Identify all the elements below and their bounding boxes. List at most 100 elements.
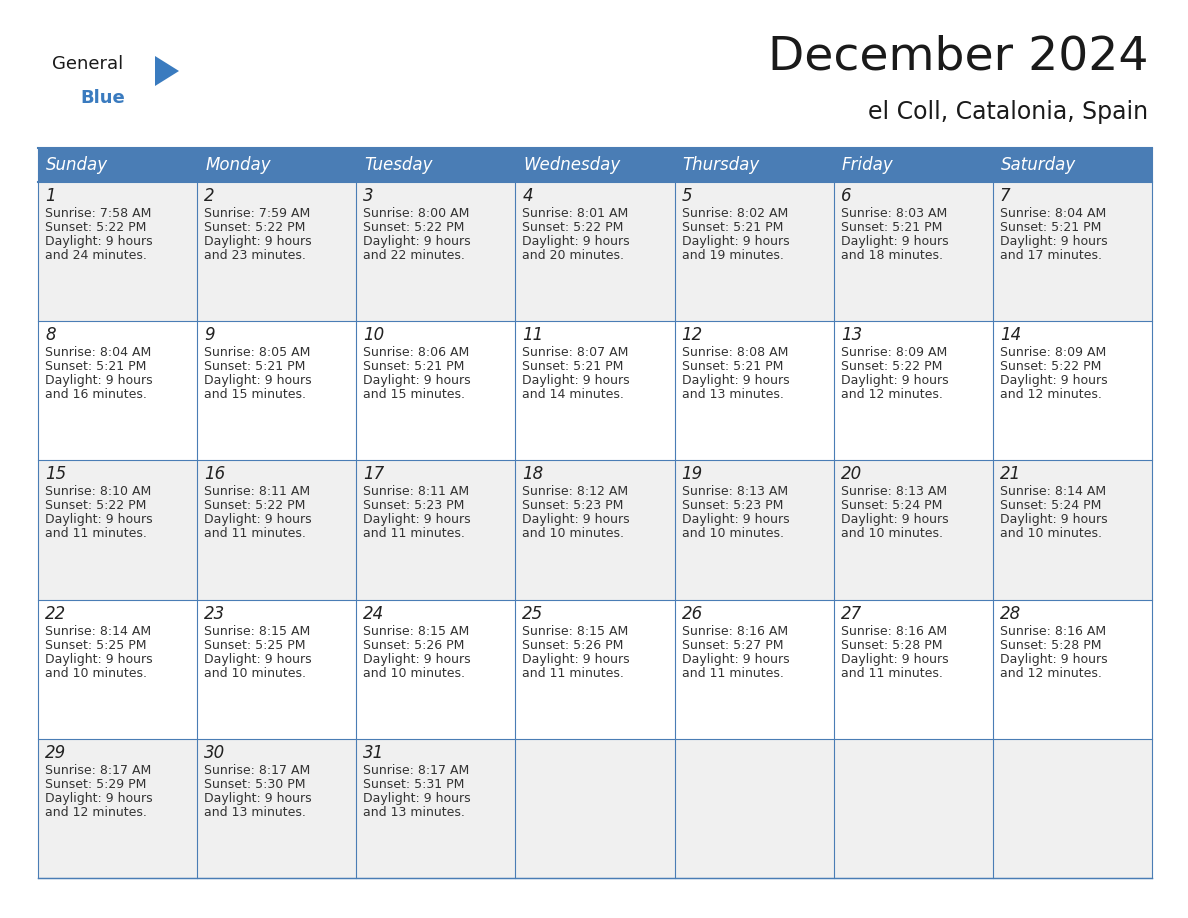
Text: 19: 19 — [682, 465, 703, 484]
Text: Sunset: 5:26 PM: Sunset: 5:26 PM — [364, 639, 465, 652]
Text: and 15 minutes.: and 15 minutes. — [204, 388, 307, 401]
Text: Sunset: 5:22 PM: Sunset: 5:22 PM — [523, 221, 624, 234]
Text: Daylight: 9 hours: Daylight: 9 hours — [45, 653, 152, 666]
Text: and 10 minutes.: and 10 minutes. — [364, 666, 466, 679]
Bar — [516, 148, 675, 182]
Text: Sunset: 5:21 PM: Sunset: 5:21 PM — [204, 360, 305, 374]
Text: 4: 4 — [523, 187, 533, 205]
Text: Sunset: 5:24 PM: Sunset: 5:24 PM — [841, 499, 942, 512]
Text: 16: 16 — [204, 465, 226, 484]
Text: Daylight: 9 hours: Daylight: 9 hours — [1000, 513, 1107, 526]
Text: Sunset: 5:25 PM: Sunset: 5:25 PM — [45, 639, 146, 652]
Text: and 10 minutes.: and 10 minutes. — [841, 528, 943, 541]
Text: Sunrise: 8:14 AM: Sunrise: 8:14 AM — [1000, 486, 1106, 498]
Text: 26: 26 — [682, 605, 703, 622]
Bar — [38, 599, 1152, 739]
Text: Blue: Blue — [80, 89, 125, 107]
Text: Sunrise: 8:11 AM: Sunrise: 8:11 AM — [204, 486, 310, 498]
Text: Sunrise: 8:08 AM: Sunrise: 8:08 AM — [682, 346, 788, 359]
Text: Sunrise: 8:15 AM: Sunrise: 8:15 AM — [523, 624, 628, 638]
Text: and 11 minutes.: and 11 minutes. — [364, 528, 466, 541]
Text: Sunset: 5:21 PM: Sunset: 5:21 PM — [1000, 221, 1101, 234]
Text: Sunrise: 8:04 AM: Sunrise: 8:04 AM — [45, 346, 151, 359]
Text: Sunset: 5:21 PM: Sunset: 5:21 PM — [523, 360, 624, 374]
Text: and 10 minutes.: and 10 minutes. — [204, 666, 307, 679]
Text: Sunset: 5:26 PM: Sunset: 5:26 PM — [523, 639, 624, 652]
Text: Sunrise: 8:16 AM: Sunrise: 8:16 AM — [1000, 624, 1106, 638]
Text: 22: 22 — [45, 605, 67, 622]
Text: Thursday: Thursday — [683, 156, 760, 174]
Text: 7: 7 — [1000, 187, 1011, 205]
Text: 25: 25 — [523, 605, 544, 622]
Text: Sunrise: 8:07 AM: Sunrise: 8:07 AM — [523, 346, 628, 359]
Text: Daylight: 9 hours: Daylight: 9 hours — [523, 513, 630, 526]
Text: Daylight: 9 hours: Daylight: 9 hours — [204, 792, 311, 805]
Text: and 11 minutes.: and 11 minutes. — [45, 528, 147, 541]
Text: Sunrise: 8:04 AM: Sunrise: 8:04 AM — [1000, 207, 1106, 220]
Text: 3: 3 — [364, 187, 374, 205]
Bar — [38, 148, 197, 182]
Text: Sunrise: 8:16 AM: Sunrise: 8:16 AM — [682, 624, 788, 638]
Text: 6: 6 — [841, 187, 852, 205]
Text: Sunset: 5:22 PM: Sunset: 5:22 PM — [204, 221, 305, 234]
Text: 15: 15 — [45, 465, 67, 484]
Bar — [38, 182, 1152, 321]
Text: Daylight: 9 hours: Daylight: 9 hours — [45, 235, 152, 248]
Text: Sunset: 5:21 PM: Sunset: 5:21 PM — [364, 360, 465, 374]
Text: Sunrise: 8:17 AM: Sunrise: 8:17 AM — [45, 764, 151, 777]
Text: 20: 20 — [841, 465, 862, 484]
Text: and 16 minutes.: and 16 minutes. — [45, 388, 147, 401]
Text: 28: 28 — [1000, 605, 1022, 622]
Bar — [38, 461, 1152, 599]
Text: 5: 5 — [682, 187, 693, 205]
Text: Sunday: Sunday — [46, 156, 108, 174]
Text: Daylight: 9 hours: Daylight: 9 hours — [364, 653, 470, 666]
Text: el Coll, Catalonia, Spain: el Coll, Catalonia, Spain — [868, 100, 1148, 124]
Text: Daylight: 9 hours: Daylight: 9 hours — [45, 375, 152, 387]
Text: Sunrise: 8:01 AM: Sunrise: 8:01 AM — [523, 207, 628, 220]
Text: Sunrise: 7:58 AM: Sunrise: 7:58 AM — [45, 207, 151, 220]
Text: Sunset: 5:22 PM: Sunset: 5:22 PM — [841, 360, 942, 374]
Text: Daylight: 9 hours: Daylight: 9 hours — [204, 235, 311, 248]
Text: Sunrise: 8:05 AM: Sunrise: 8:05 AM — [204, 346, 310, 359]
Text: 18: 18 — [523, 465, 544, 484]
Text: Daylight: 9 hours: Daylight: 9 hours — [523, 375, 630, 387]
Text: Daylight: 9 hours: Daylight: 9 hours — [364, 792, 470, 805]
Text: and 19 minutes.: and 19 minutes. — [682, 249, 783, 262]
Text: Daylight: 9 hours: Daylight: 9 hours — [364, 375, 470, 387]
Text: Sunrise: 8:16 AM: Sunrise: 8:16 AM — [841, 624, 947, 638]
Text: and 10 minutes.: and 10 minutes. — [1000, 528, 1101, 541]
Text: and 13 minutes.: and 13 minutes. — [364, 806, 466, 819]
Text: Sunrise: 8:02 AM: Sunrise: 8:02 AM — [682, 207, 788, 220]
Text: Daylight: 9 hours: Daylight: 9 hours — [1000, 375, 1107, 387]
Text: and 11 minutes.: and 11 minutes. — [204, 528, 307, 541]
Text: Daylight: 9 hours: Daylight: 9 hours — [1000, 653, 1107, 666]
Text: 31: 31 — [364, 744, 385, 762]
Text: 13: 13 — [841, 326, 862, 344]
Text: Daylight: 9 hours: Daylight: 9 hours — [364, 513, 470, 526]
Text: and 23 minutes.: and 23 minutes. — [204, 249, 307, 262]
Text: Sunrise: 7:59 AM: Sunrise: 7:59 AM — [204, 207, 310, 220]
Text: and 17 minutes.: and 17 minutes. — [1000, 249, 1101, 262]
Text: 10: 10 — [364, 326, 385, 344]
Text: Sunset: 5:22 PM: Sunset: 5:22 PM — [364, 221, 465, 234]
Text: Sunset: 5:21 PM: Sunset: 5:21 PM — [682, 360, 783, 374]
Text: Sunrise: 8:03 AM: Sunrise: 8:03 AM — [841, 207, 947, 220]
Text: and 11 minutes.: and 11 minutes. — [523, 666, 625, 679]
Text: Daylight: 9 hours: Daylight: 9 hours — [523, 653, 630, 666]
Text: Daylight: 9 hours: Daylight: 9 hours — [204, 513, 311, 526]
Text: 29: 29 — [45, 744, 67, 762]
Text: Sunrise: 8:09 AM: Sunrise: 8:09 AM — [1000, 346, 1106, 359]
Text: Saturday: Saturday — [1000, 156, 1076, 174]
Text: Sunset: 5:23 PM: Sunset: 5:23 PM — [682, 499, 783, 512]
Text: December 2024: December 2024 — [767, 35, 1148, 80]
Text: Sunset: 5:31 PM: Sunset: 5:31 PM — [364, 778, 465, 790]
Text: Sunrise: 8:15 AM: Sunrise: 8:15 AM — [204, 624, 310, 638]
Text: Sunrise: 8:12 AM: Sunrise: 8:12 AM — [523, 486, 628, 498]
Text: 11: 11 — [523, 326, 544, 344]
Text: and 10 minutes.: and 10 minutes. — [523, 528, 625, 541]
Text: and 15 minutes.: and 15 minutes. — [364, 388, 466, 401]
Text: Daylight: 9 hours: Daylight: 9 hours — [204, 375, 311, 387]
Bar — [38, 739, 1152, 878]
Text: and 24 minutes.: and 24 minutes. — [45, 249, 147, 262]
